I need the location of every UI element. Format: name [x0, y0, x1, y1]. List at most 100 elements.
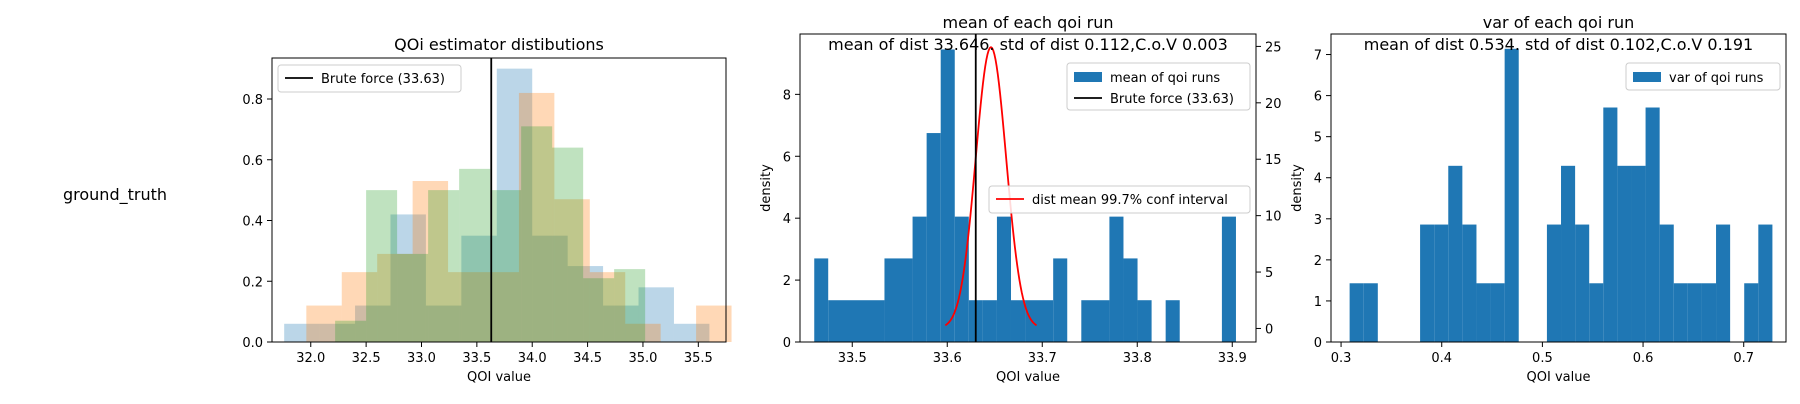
chart1-series3-bar-0 [335, 320, 367, 342]
chart1-series2-bar-7 [554, 199, 590, 342]
chart2-ylabel: density [759, 164, 774, 212]
chart1-series1-bar-2 [355, 305, 391, 342]
chart1-series1-bar-11 [673, 323, 710, 342]
chart2-legend-label-2: Brute force (33.63) [1110, 92, 1234, 107]
chart3-ytick-label-4: 4 [1314, 172, 1322, 187]
chart3-xtick-label-2: 0.5 [1532, 351, 1553, 366]
chart3-series1-bar-9 [1546, 224, 1562, 342]
chart3-series1-bar-23 [1758, 224, 1773, 342]
chart2-xlabel: QOI value [996, 370, 1060, 385]
chart1-legend-label: Brute force (33.63) [321, 72, 445, 87]
chart2-series1-bar-14 [1109, 216, 1124, 342]
chart1-series2-bar-4 [448, 272, 484, 342]
chart3-series1-bar-18 [1673, 283, 1688, 342]
chart1-xtick-label-5: 34.5 [573, 351, 602, 366]
chart3-series1-bar-12 [1589, 283, 1604, 342]
chart2-series1-bar-12 [1053, 258, 1068, 342]
chart3-series1-bar-1 [1363, 283, 1378, 342]
chart1-series3-bar-2 [397, 253, 429, 342]
chart3-series1-bar-22 [1744, 283, 1759, 342]
chart1-series3-bar-6 [521, 126, 553, 342]
chart3-series1-bar-8 [1504, 48, 1519, 342]
chart3-series1-bar-20 [1701, 283, 1717, 342]
chart1-series1-bar-0 [284, 323, 320, 342]
chart2-xtick-label-2: 33.7 [1028, 351, 1057, 366]
chart2-ytick-label-0: 0 [783, 336, 791, 351]
chart3-series1-bar-4 [1448, 165, 1463, 342]
chart3-xtick-label-0: 0.3 [1331, 351, 1352, 366]
chart1-xtick-label-2: 33.0 [407, 351, 436, 366]
chart1-series2-bar-3 [412, 181, 449, 342]
chart2-series1-bar-3 [912, 216, 927, 342]
chart2-subtitle: mean of dist 33.646. std of dist 0.112,C… [828, 35, 1228, 54]
chart2-legend-2 [988, 185, 1251, 214]
chart2-y2tick-label-0: 0 [1265, 322, 1273, 337]
chart3-series1-bar-11 [1575, 224, 1590, 342]
chart2-series1-bar-17 [1165, 300, 1180, 342]
chart3-series1-bar-21 [1716, 224, 1731, 342]
chart3-subtitle: mean of dist 0.534. std of dist 0.102,C.… [1364, 35, 1753, 54]
chart3-ytick-label-1: 1 [1314, 295, 1322, 310]
chart2-series1-bar-18 [1221, 216, 1236, 342]
chart1-xtick-label-1: 32.5 [352, 351, 381, 366]
chart1-series1-bar-1 [319, 323, 356, 342]
chart2-series1-bar-4 [926, 133, 941, 342]
chart3-plot-frame [1330, 33, 1787, 343]
chart2-series1-bar-10 [1010, 300, 1026, 342]
chart2-xtick-label-0: 33.5 [838, 351, 867, 366]
chart3-series1-bar-14 [1617, 165, 1632, 342]
chart1-xtick-label-3: 33.5 [462, 351, 491, 366]
chart1-xtick-label-6: 35.0 [628, 351, 657, 366]
chart2-ytick-label-1: 2 [783, 274, 791, 289]
chart3-ytick-label-3: 3 [1314, 213, 1322, 228]
chart1-series2-bar-0 [306, 305, 342, 342]
chart3-series1-bar-10 [1561, 165, 1576, 342]
chart2-y2tick-label-4: 20 [1265, 97, 1282, 112]
chart2-xtick-label-4: 33.9 [1218, 351, 1247, 366]
chart3-series1-bar-17 [1659, 224, 1674, 342]
chart1-plot-frame [271, 57, 727, 343]
chart3-series1-bar-13 [1603, 107, 1618, 342]
chart3-series1-bar-2 [1420, 224, 1435, 342]
chart1-series2-bar-2 [377, 253, 413, 342]
chart2-series1-bar-1 [828, 300, 885, 342]
chart2-series1-bar-5 [940, 49, 955, 342]
chart2-series1-bar-0 [814, 258, 829, 342]
chart1-series3-bar-5 [490, 190, 522, 342]
chart2-xtick-label-3: 33.8 [1123, 351, 1152, 366]
chart2-legend [1066, 62, 1251, 111]
chart3-series1-bar-16 [1645, 107, 1660, 342]
chart3-series1-bar-19 [1687, 283, 1702, 342]
chart2-series1-bar-2 [884, 258, 913, 342]
chart3-ytick-label-0: 0 [1314, 336, 1322, 351]
chart3-legend-label: var of qoi runs [1669, 71, 1764, 86]
chart2-series1-bar-13 [1081, 300, 1110, 342]
chart3-series1-bar-0 [1349, 283, 1364, 342]
chart1-ytick-label-4: 0.8 [242, 93, 263, 108]
chart1-series3-bar-4 [459, 168, 491, 342]
chart1-series3-bar-7 [552, 147, 584, 342]
chart3-xtick-label-1: 0.4 [1431, 351, 1452, 366]
chart1-series1-bar-6 [496, 68, 533, 342]
chart1-ytick-label-2: 0.4 [242, 215, 263, 230]
chart1-series2-bar-5 [483, 272, 519, 342]
chart3-legend-bar-swatch [1633, 72, 1661, 82]
chart1-series3-bar-1 [366, 190, 398, 342]
chart2-series1-bar-9 [996, 216, 1011, 342]
chart3-title: var of each qoi run [1483, 13, 1634, 32]
chart3-series1-bar-7 [1490, 283, 1505, 342]
chart2-plot-frame [799, 33, 1257, 343]
chart3-series1-bar-15 [1631, 165, 1646, 342]
chart1-xtick-label-0: 32.0 [296, 351, 325, 366]
chart1-series2-bar-1 [341, 272, 378, 342]
chart1-series2-bar-8 [589, 272, 626, 342]
chart1-series2-bar-6 [518, 92, 555, 343]
chart3-xtick-label-3: 0.6 [1633, 351, 1654, 366]
chart1-series3-bar-8 [583, 278, 615, 342]
chart1-series3-bar-3 [428, 190, 460, 342]
chart1-title: QOi estimator distibutions [394, 35, 604, 54]
chart3-legend [1625, 62, 1781, 91]
chart2-ytick-label-4: 8 [783, 88, 791, 103]
chart3-ylabel: density [1290, 164, 1305, 212]
